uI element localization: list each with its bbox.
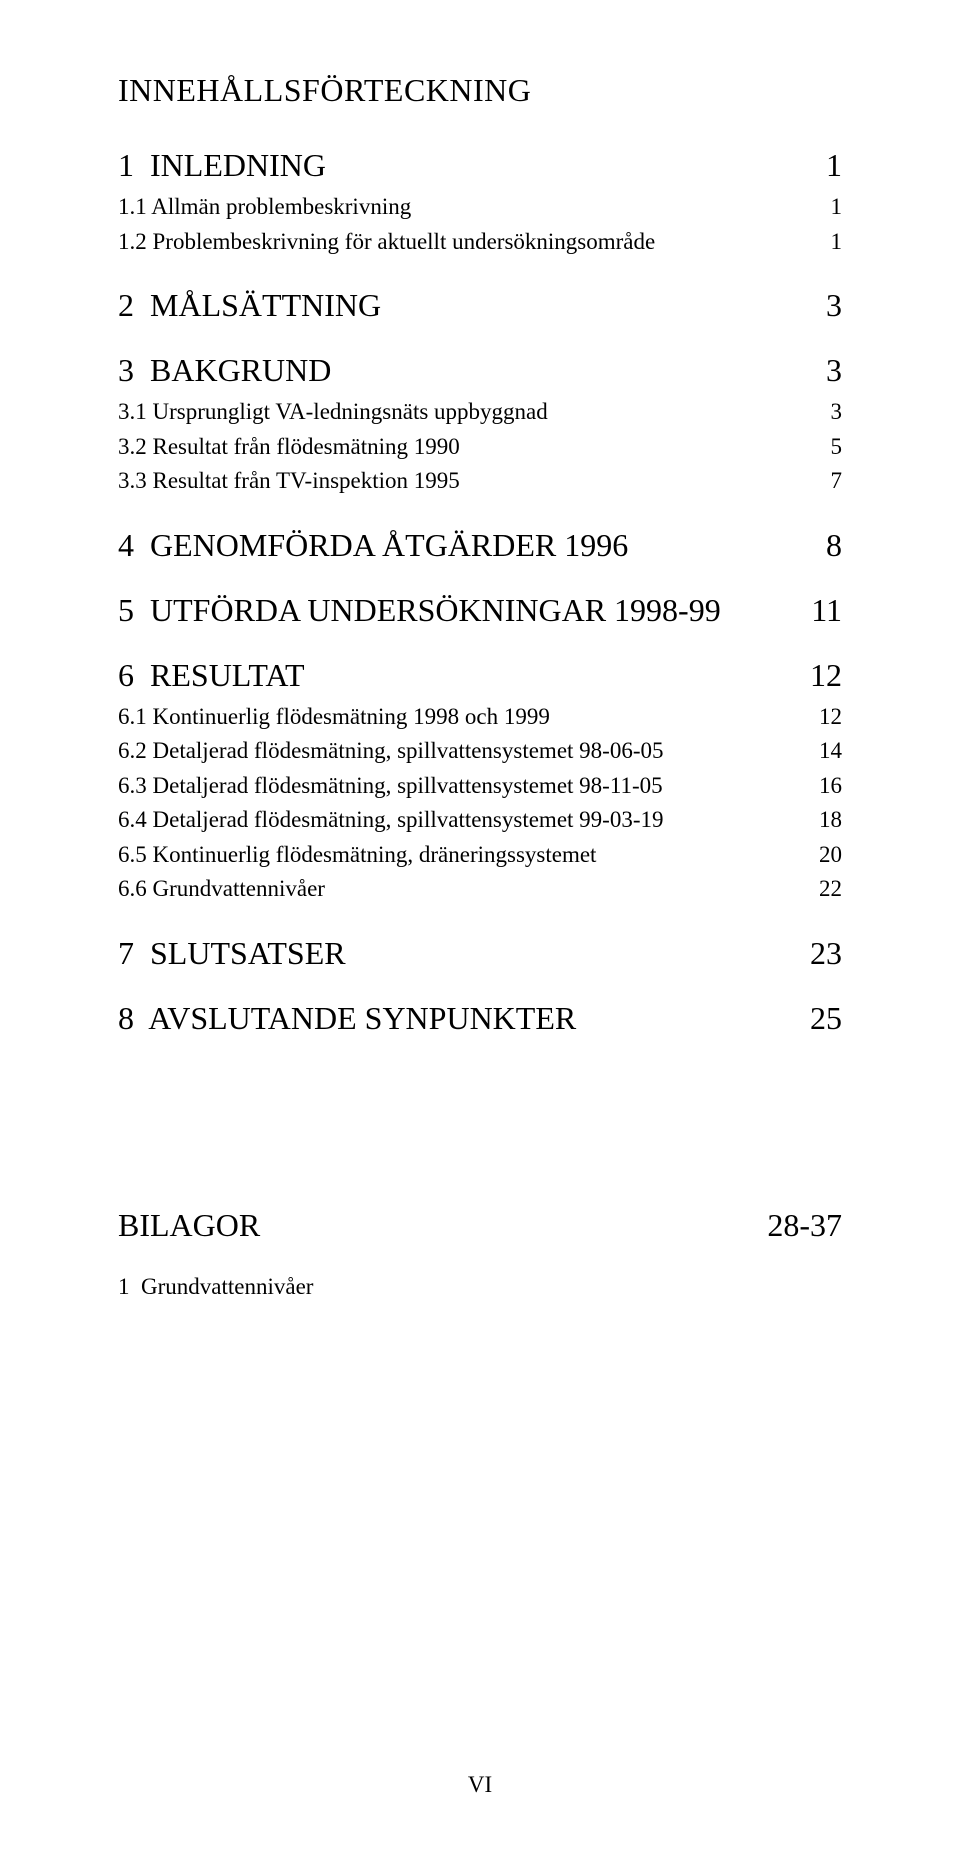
toc-sub-label: 3.3 Resultat från TV-inspektion 1995 [118,464,460,499]
toc-sub-label: 6.2 Detaljerad flödesmätning, spillvatte… [118,734,664,769]
toc-sub-row: 6.5 Kontinuerlig flödesmätning, dränerin… [118,838,842,873]
toc-section-label: 8 AVSLUTANDE SYNPUNKTER [118,1000,576,1037]
toc-page-number: 7 [831,464,843,499]
appendix-block: BILAGOR 28-37 1 Grundvattennivåer [118,1207,842,1305]
toc-page-number: 12 [819,700,842,735]
toc-container: 1 INLEDNING11.1 Allmän problembeskrivnin… [118,147,842,1037]
toc-section-row: 5 UTFÖRDA UNDERSÖKNINGAR 1998-99 11 [118,592,842,629]
toc-page-number: 5 [831,430,843,465]
toc-sub-row: 3.2 Resultat från flödesmätning 1990 5 [118,430,842,465]
page-number: VI [0,1772,960,1798]
toc-section-label: 4 GENOMFÖRDA ÅTGÄRDER 1996 [118,527,628,564]
toc-title: INNEHÅLLSFÖRTECKNING [118,72,842,109]
toc-section-row: 6 RESULTAT 12 [118,657,842,694]
toc-section-label: 7 SLUTSATSER [118,935,346,972]
toc-page-number: 1 [826,147,842,184]
toc-page-number: 11 [811,592,842,629]
toc-sub-label: 6.5 Kontinuerlig flödesmätning, dränerin… [118,838,596,873]
toc-sub-label: 1.1 Allmän problembeskrivning [118,190,411,225]
toc-sub-label: 6.4 Detaljerad flödesmätning, spillvatte… [118,803,664,838]
toc-page-number: 20 [819,838,842,873]
toc-section-label: 5 UTFÖRDA UNDERSÖKNINGAR 1998-99 [118,592,721,629]
toc-sub-label: 3.1 Ursprungligt VA-ledningsnäts uppbygg… [118,395,548,430]
toc-sub-row: 6.2 Detaljerad flödesmätning, spillvatte… [118,734,842,769]
toc-section-label: 1 INLEDNING [118,147,326,184]
toc-section-row: 7 SLUTSATSER 23 [118,935,842,972]
toc-page-number: 23 [810,935,842,972]
toc-section-label: 6 RESULTAT [118,657,305,694]
toc-section-row: 8 AVSLUTANDE SYNPUNKTER 25 [118,1000,842,1037]
toc-sub-row: 1.1 Allmän problembeskrivning 1 [118,190,842,225]
toc-section-label: 2 MÅLSÄTTNING [118,287,381,324]
toc-section-row: 2 MÅLSÄTTNING 3 [118,287,842,324]
toc-sub-label: 3.2 Resultat från flödesmätning 1990 [118,430,460,465]
toc-sub-label: 1.2 Problembeskrivning för aktuellt unde… [118,225,655,260]
toc-sub-label: 6.3 Detaljerad flödesmätning, spillvatte… [118,769,663,804]
toc-page-number: 3 [826,287,842,324]
toc-sub-row: 6.6 Grundvattennivåer 22 [118,872,842,907]
toc-sub-row: 3.3 Resultat från TV-inspektion 1995 7 [118,464,842,499]
appendix-page-range: 28-37 [767,1207,842,1244]
toc-page-number: 3 [826,352,842,389]
toc-sub-row: 6.1 Kontinuerlig flödesmätning 1998 och … [118,700,842,735]
toc-page-number: 18 [819,803,842,838]
toc-page-number: 22 [819,872,842,907]
toc-section-row: 1 INLEDNING 1 [118,147,842,184]
toc-section-row: 4 GENOMFÖRDA ÅTGÄRDER 1996 8 [118,527,842,564]
toc-page-number: 1 [831,190,843,225]
toc-sub-label: 6.1 Kontinuerlig flödesmätning 1998 och … [118,700,550,735]
toc-page-number: 16 [819,769,842,804]
appendix-item-label: 1 Grundvattennivåer [118,1270,313,1305]
appendix-heading-row: BILAGOR 28-37 [118,1207,842,1244]
toc-sub-row: 6.3 Detaljerad flödesmätning, spillvatte… [118,769,842,804]
toc-page-number: 3 [831,395,843,430]
toc-page-number: 14 [819,734,842,769]
toc-page-number: 25 [810,1000,842,1037]
toc-sub-row: 6.4 Detaljerad flödesmätning, spillvatte… [118,803,842,838]
toc-sub-row: 1.2 Problembeskrivning för aktuellt unde… [118,225,842,260]
toc-section-row: 3 BAKGRUND 3 [118,352,842,389]
toc-sub-row: 3.1 Ursprungligt VA-ledningsnäts uppbygg… [118,395,842,430]
appendix-heading: BILAGOR [118,1207,260,1244]
toc-section-label: 3 BAKGRUND [118,352,331,389]
appendix-item-row: 1 Grundvattennivåer [118,1270,842,1305]
page: INNEHÅLLSFÖRTECKNING 1 INLEDNING11.1 All… [0,0,960,1853]
toc-page-number: 8 [826,527,842,564]
toc-sub-label: 6.6 Grundvattennivåer [118,872,325,907]
toc-page-number: 12 [810,657,842,694]
spacer [118,1250,842,1270]
toc-page-number: 1 [831,225,843,260]
